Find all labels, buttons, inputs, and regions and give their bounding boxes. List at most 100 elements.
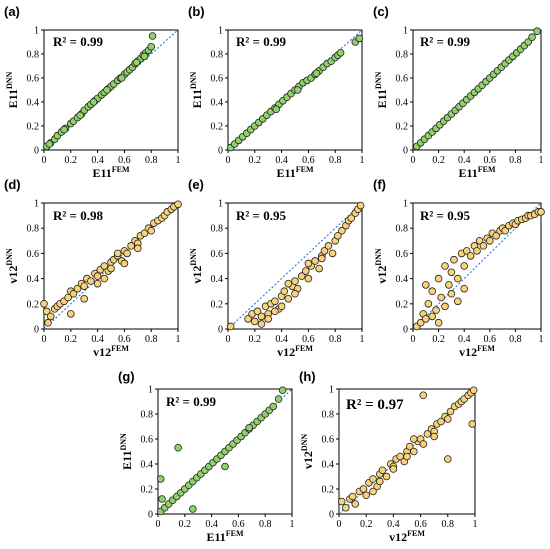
reference-line <box>227 202 363 330</box>
r2-annotation: R² = 0.97 <box>346 397 404 413</box>
data-point <box>528 33 536 41</box>
x-tick-label: 0 <box>42 155 47 166</box>
data-point <box>113 249 122 258</box>
data-point <box>278 386 287 395</box>
panel-label: (h) <box>299 369 316 384</box>
data-point <box>123 249 131 258</box>
data-point <box>264 315 273 323</box>
data-point <box>445 281 453 289</box>
data-point <box>378 466 387 475</box>
data-point <box>315 264 323 273</box>
data-point <box>533 27 541 36</box>
scatter-panel-b: 0 0.2 0.4 0.6 0.8 1 0 0.2 0.4 0.6 0.8 1 (b) R² = 0.99… <box>188 4 365 180</box>
data-point <box>475 237 484 245</box>
y-axis-label: v12DNN <box>5 248 20 284</box>
y-tick-label: 0.8 <box>396 50 409 61</box>
panel-label: (g) <box>118 369 135 384</box>
data-point <box>120 259 129 268</box>
r2-annotation: R² = 0.99 <box>53 34 103 49</box>
x-axis-label-sup: FEM <box>407 529 425 538</box>
data-point <box>80 294 88 303</box>
y-tick-label: 0 <box>218 325 223 336</box>
data-point <box>304 259 313 268</box>
data-point <box>100 262 109 270</box>
data-point <box>284 294 293 303</box>
y-axis-label-main: v12 <box>301 451 315 469</box>
data-point <box>158 495 166 503</box>
x-tick-label: 0.8 <box>509 334 522 345</box>
data-point <box>446 407 455 416</box>
x-axis-label-main: E11 <box>276 166 295 180</box>
data-point <box>434 274 443 283</box>
x-tick-label: 0 <box>226 334 231 345</box>
y-tick-label: 0.2 <box>211 122 224 133</box>
x-axis-label-main: v12 <box>389 530 407 544</box>
x-tick-label: 0 <box>411 155 416 166</box>
x-tick-label: 0 <box>156 519 161 530</box>
x-tick-label: 0.4 <box>275 155 288 166</box>
y-tick-label: 0.4 <box>27 98 40 109</box>
data-point <box>269 402 278 411</box>
y-tick-label: 0.4 <box>141 460 154 471</box>
y-tick-label: 1 <box>329 385 334 396</box>
x-tick-label: 0.2 <box>432 334 445 345</box>
r2-annotation: R² = 0.99 <box>236 34 286 49</box>
data-point <box>257 320 266 328</box>
x-tick-label: 0.6 <box>302 334 315 345</box>
y-tick-label: 0.8 <box>211 50 224 61</box>
scatter-panel-c: 0 0.2 0.4 0.6 0.8 1 0 0.2 0.4 0.6 0.8 1 (c) R² = 0.99… <box>373 4 544 180</box>
x-tick-label: 0.6 <box>484 155 497 166</box>
data-point <box>103 86 111 94</box>
x-tick-label: 1 <box>539 334 544 345</box>
y-axis-label-main: v12 <box>375 266 389 284</box>
y-tick-label: 0.6 <box>27 74 40 85</box>
data-point <box>359 485 368 493</box>
y-axis-label-sup: DNN <box>5 248 14 266</box>
data-point <box>430 432 439 441</box>
data-point <box>271 297 279 306</box>
x-tick-label: 0 <box>411 334 416 345</box>
data-point <box>537 208 545 216</box>
data-point <box>432 306 440 314</box>
data-point <box>437 293 445 302</box>
y-tick-label: 0.6 <box>322 435 335 446</box>
data-point <box>80 282 88 290</box>
x-tick-label: 0.2 <box>65 155 78 166</box>
y-tick-label: 0.6 <box>27 249 40 260</box>
data-point <box>257 312 266 321</box>
y-tick-label: 1 <box>218 26 223 37</box>
y-tick-label: 0.2 <box>396 122 409 133</box>
data-point <box>147 42 156 51</box>
data-point <box>356 201 365 210</box>
data-point <box>338 226 346 235</box>
data-point <box>117 74 126 82</box>
x-axis-label: v12FEM <box>93 344 129 359</box>
y-axis-label-sup: DNN <box>189 71 198 89</box>
y-tick-label: 0.8 <box>396 224 409 235</box>
x-axis-label-main: v12 <box>459 345 477 359</box>
y-tick-label: 1 <box>34 199 39 210</box>
x-tick-label: 0.4 <box>91 155 104 166</box>
y-axis-label-sup: DNN <box>374 248 383 266</box>
data-point <box>127 242 135 250</box>
data-point <box>87 277 95 285</box>
data-point <box>311 257 319 265</box>
data-point <box>434 318 443 327</box>
data-point <box>369 475 377 483</box>
y-tick-label: 0.2 <box>27 122 40 133</box>
data-point <box>479 242 488 250</box>
data-point <box>304 274 313 283</box>
data-point <box>443 415 452 423</box>
y-axis-label-main: E11 <box>375 89 389 108</box>
data-point <box>485 237 494 245</box>
data-point <box>73 284 82 293</box>
y-axis-label-sup: DNN <box>374 71 383 89</box>
data-point <box>337 497 346 506</box>
y-tick-label: 0 <box>403 325 408 336</box>
data-point <box>369 487 377 496</box>
y-tick-label: 0.6 <box>141 435 154 446</box>
data-point <box>447 289 456 298</box>
x-tick-label: 0.8 <box>329 155 342 166</box>
x-tick-label: 1 <box>290 519 295 530</box>
data-point <box>424 299 433 308</box>
